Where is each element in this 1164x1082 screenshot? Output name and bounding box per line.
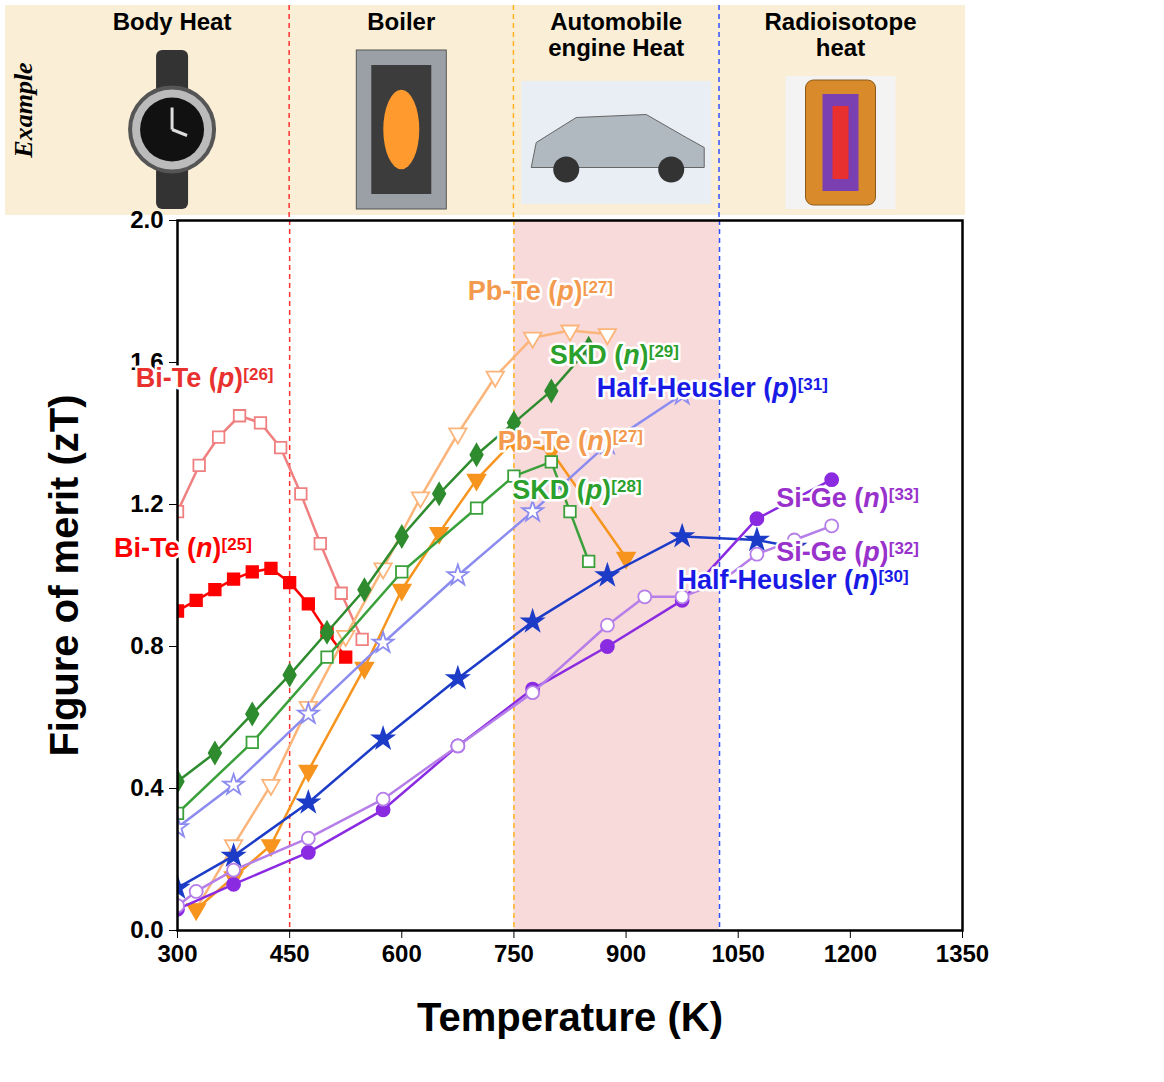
svg-text:Boiler: Boiler: [367, 8, 435, 35]
svg-text:Example: Example: [9, 62, 38, 158]
svg-text:Radioisotopeheat: Radioisotopeheat: [765, 8, 917, 61]
svg-text:0.4: 0.4: [130, 774, 164, 801]
svg-text:750: 750: [494, 940, 534, 967]
svg-text:Bi-Te (n)[25]: Bi-Te (n)[25]: [114, 533, 252, 563]
svg-text:0.0: 0.0: [130, 916, 164, 944]
svg-text:1350: 1350: [936, 940, 989, 967]
svg-text:900: 900: [606, 940, 646, 967]
svg-text:2.0: 2.0: [130, 206, 163, 233]
svg-text:Pb-Te (p)[27]: Pb-Te (p)[27]: [468, 276, 613, 306]
svg-text:1200: 1200: [824, 940, 877, 967]
svg-text:SKD (p)[28]: SKD (p)[28]: [512, 475, 641, 505]
svg-text:Si-Ge (n)[33]: Si-Ge (n)[33]: [776, 483, 919, 513]
svg-text:Si-Ge (p)[32]: Si-Ge (p)[32]: [776, 537, 919, 567]
svg-text:Half-Heusler (p)[31]: Half-Heusler (p)[31]: [597, 373, 828, 403]
svg-text:600: 600: [382, 940, 422, 967]
svg-text:450: 450: [270, 940, 310, 967]
svg-text:Temperature (K): Temperature (K): [417, 995, 723, 1039]
svg-text:Body Heat: Body Heat: [113, 8, 232, 35]
svg-text:1050: 1050: [712, 940, 765, 967]
svg-text:300: 300: [157, 940, 197, 967]
svg-text:1.6: 1.6: [130, 348, 164, 376]
svg-text:SKD (n)[29]: SKD (n)[29]: [550, 340, 679, 370]
svg-text:Figure of merit (zT): Figure of merit (zT): [42, 394, 86, 756]
svg-text:1.2: 1.2: [130, 490, 163, 517]
svg-text:Half-Heusler (n)[30]: Half-Heusler (n)[30]: [677, 565, 908, 595]
svg-text:Bi-Te (p)[26]: Bi-Te (p)[26]: [136, 363, 274, 393]
svg-text:0.8: 0.8: [130, 632, 163, 659]
svg-text:Pb-Te (n)[27]: Pb-Te (n)[27]: [498, 426, 643, 456]
svg-text:Automobileengine Heat: Automobileengine Heat: [548, 8, 684, 61]
